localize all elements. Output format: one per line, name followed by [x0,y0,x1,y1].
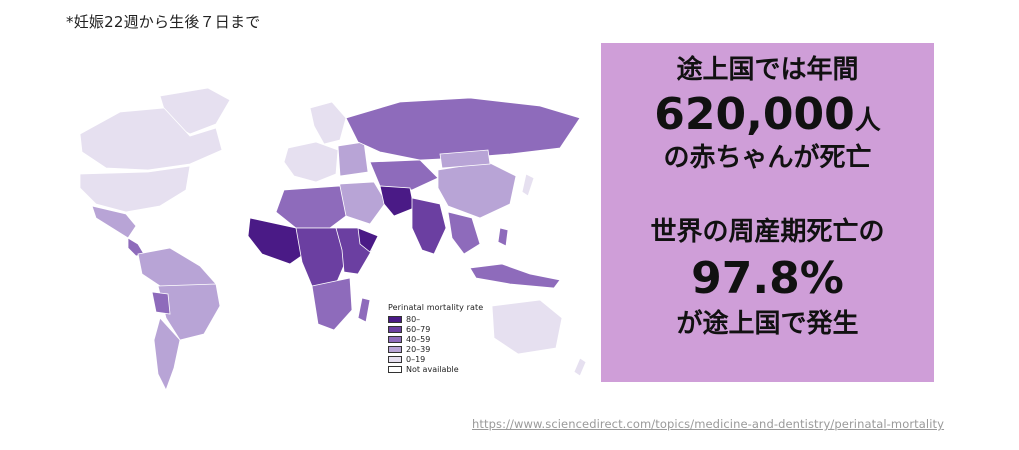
region-canada [79,107,223,171]
region-new-zealand [573,357,587,377]
region-russia [345,97,581,161]
region-eastern-europe [337,141,369,177]
region-afghanistan-pakistan [379,185,415,217]
source-link[interactable]: https://www.sciencedirect.com/topics/med… [472,417,945,431]
annual-deaths-number: 620,000 [654,89,855,140]
legend-title: Perinatal mortality rate [388,303,484,312]
region-japan [521,173,535,197]
region-southern-africa [311,277,353,331]
legend-swatch [388,345,402,353]
annual-deaths-heading: 途上国では年間 [676,55,859,85]
region-madagascar [357,297,371,323]
map-legend: Perinatal mortality rate 80– 60–79 40–59… [388,303,483,374]
annual-deaths-caption: の赤ちゃんが死亡 [663,143,872,173]
legend-item: 0–19 [388,354,483,364]
world-map-graphic [79,87,587,392]
region-usa [79,165,191,213]
legend-swatch [388,325,402,333]
region-central-asia [369,159,439,191]
legend-item: 20–39 [388,344,483,354]
legend-label: 80– [406,314,421,324]
region-mongolia [439,149,491,169]
region-scandinavia [309,101,347,145]
legend-label: 60–79 [406,324,431,334]
region-bolivia [151,291,171,315]
legend-label: 40–59 [406,334,431,344]
legend-item: 40–59 [388,334,483,344]
legend-swatch [388,315,402,323]
annual-deaths-unit: 人 [854,106,881,136]
region-horn-of-africa [357,227,379,253]
region-western-europe [283,141,339,183]
share-heading: 世界の周産期死亡の [650,217,885,247]
footnote: *妊娠22週から生後７日まで [66,13,261,31]
legend-label: 0–19 [406,354,426,364]
region-middle-east [337,181,387,225]
region-philippines [497,227,509,247]
region-southeast-asia [447,211,481,255]
share-figure: 97.8% [691,253,844,304]
legend-swatch [388,335,402,343]
region-brazil [157,283,221,341]
world-map [40,78,605,398]
legend-item: 80– [388,314,483,324]
region-north-africa [275,185,347,229]
region-india [411,197,447,255]
region-australia [491,299,563,355]
region-southern-cone [153,317,181,392]
legend-item: 60–79 [388,324,483,334]
region-indonesia [469,263,561,289]
share-caption: が途上国で発生 [676,309,859,339]
region-china [437,161,517,219]
legend-swatch [388,355,402,363]
annual-deaths-figure: 620,000人 [654,93,880,137]
statistics-box: 途上国では年間 620,000人 の赤ちゃんが死亡 世界の周産期死亡の 97.8… [601,43,934,382]
legend-swatch [388,365,402,373]
legend-item: Not available [388,364,483,374]
legend-label: Not available [406,364,459,374]
legend-label: 20–39 [406,344,431,354]
